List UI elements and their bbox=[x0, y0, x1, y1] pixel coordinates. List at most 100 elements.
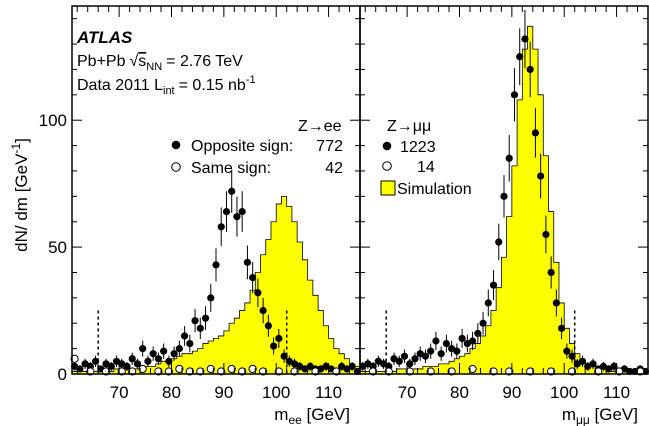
legend-marker-same-sign bbox=[382, 161, 392, 171]
same-sign-point bbox=[138, 364, 147, 374]
x-tick-label: 110 bbox=[315, 383, 342, 402]
y-tick-label: 100 bbox=[39, 111, 67, 130]
x-tick-labels: 70 80 90 100 110 bbox=[110, 383, 342, 402]
opposite-sign-point bbox=[537, 172, 545, 180]
simulation-histogram-path bbox=[71, 195, 361, 375]
opposite-sign-point bbox=[547, 268, 555, 277]
opposite-sign-point bbox=[144, 357, 152, 365]
opposite-sign-point bbox=[207, 294, 215, 302]
opposite-sign-point bbox=[154, 355, 162, 363]
x-tick-label: 80 bbox=[162, 383, 181, 402]
opposite-sign-points bbox=[71, 169, 361, 376]
opposite-sign-point bbox=[243, 258, 252, 266]
opposite-sign-point bbox=[395, 357, 403, 365]
channel-label-zee: Z→ee bbox=[298, 118, 342, 135]
x-axis-title-main: m bbox=[562, 405, 576, 424]
opposite-sign-point bbox=[489, 281, 498, 289]
panel-zee: 70 80 90 100 110 0 50 100 ATLAS Pb+Pb √sNN = 2.7… bbox=[39, 5, 361, 426]
lumi-pre: Data 2011 L bbox=[77, 77, 163, 94]
opposite-sign-point bbox=[228, 187, 236, 195]
x-axis-title-main: m bbox=[274, 405, 288, 424]
opposite-sign-point bbox=[222, 207, 231, 216]
x-tick-label: 70 bbox=[398, 383, 417, 402]
same-sign-point bbox=[227, 364, 236, 374]
opposite-sign-point bbox=[180, 332, 189, 340]
x-tick-label: 70 bbox=[110, 383, 129, 402]
opposite-sign-point bbox=[165, 357, 173, 365]
legend-label-simulation: Simulation bbox=[397, 181, 472, 198]
plot-frame bbox=[359, 5, 649, 375]
opposite-sign-point bbox=[563, 347, 571, 355]
x-axis-title-post: [GeV] bbox=[590, 405, 638, 424]
mass-window-cut-lines bbox=[97, 310, 288, 373]
opposite-sign-point bbox=[458, 334, 466, 343]
axis-ticks bbox=[72, 6, 361, 375]
same-sign-point bbox=[248, 364, 257, 374]
opposite-sign-point bbox=[400, 352, 409, 360]
legend-label-opposite-sign: Opposite sign: bbox=[191, 138, 293, 155]
opposite-sign-point bbox=[270, 342, 278, 350]
opposite-sign-point bbox=[521, 35, 529, 43]
opposite-sign-point bbox=[453, 347, 461, 355]
same-sign-point bbox=[206, 364, 215, 374]
opposite-sign-point bbox=[249, 273, 257, 282]
legend-marker-opposite-sign bbox=[171, 140, 181, 150]
y-tick-labels: 0 50 100 bbox=[39, 111, 67, 384]
opposite-sign-point bbox=[542, 230, 550, 239]
opposite-sign-point bbox=[589, 360, 597, 368]
same-sign-points bbox=[70, 354, 341, 376]
opposite-sign-point bbox=[510, 91, 519, 99]
sqrt-sign: √ bbox=[129, 53, 138, 70]
legend-marker-simulation bbox=[380, 180, 396, 196]
collision-pre: Pb+Pb bbox=[77, 53, 126, 70]
opposite-sign-point bbox=[170, 350, 178, 358]
opposite-sign-point bbox=[186, 339, 194, 348]
same-sign-point bbox=[70, 354, 79, 363]
opposite-sign-point bbox=[133, 360, 142, 368]
opposite-sign-point bbox=[123, 362, 131, 370]
opposite-sign-point bbox=[531, 129, 540, 137]
opposite-sign-point bbox=[259, 306, 267, 315]
opposite-sign-point bbox=[578, 357, 587, 365]
opposite-sign-point bbox=[348, 362, 356, 370]
opposite-sign-point bbox=[254, 289, 262, 297]
channel-label-zmumu: Z→μμ bbox=[387, 118, 431, 135]
opposite-sign-point bbox=[217, 223, 225, 231]
x-tick-label: 110 bbox=[603, 383, 630, 402]
opposite-sign-point bbox=[128, 355, 136, 363]
legend-label-same-sign: Same sign: bbox=[191, 160, 271, 177]
opposite-sign-point bbox=[505, 154, 513, 162]
x-tick-label: 100 bbox=[550, 383, 578, 402]
opposite-sign-point bbox=[421, 352, 430, 360]
opposite-sign-point bbox=[275, 334, 283, 343]
opposite-sign-point bbox=[484, 299, 492, 307]
lumi-sup: -1 bbox=[246, 74, 256, 86]
y-axis-title: dN/ dm [GeV-1] bbox=[9, 138, 31, 252]
x-axis-title-sub: ee bbox=[288, 413, 302, 426]
opposite-sign-point bbox=[500, 192, 508, 200]
opposite-sign-point bbox=[474, 329, 482, 337]
opposite-sign-point bbox=[468, 337, 477, 345]
x-tick-label: 90 bbox=[502, 383, 521, 402]
opposite-sign-point bbox=[91, 357, 100, 365]
opposite-sign-point bbox=[201, 314, 210, 322]
lumi-post: = 0.15 nb bbox=[179, 77, 246, 94]
panel-zmumu: 70 80 90 100 110 Z→μμ 1223 14 Simulation mμμ… bbox=[359, 5, 649, 426]
y-tick-label: 0 bbox=[58, 365, 67, 384]
opposite-sign-point bbox=[479, 319, 487, 327]
opposite-sign-point bbox=[212, 261, 220, 269]
luminosity-label: Data 2011 Lint = 0.15 nb-1 bbox=[77, 74, 256, 97]
x-tick-labels: 70 80 90 100 110 bbox=[398, 383, 630, 402]
collision-label: Pb+Pb √sNN = 2.76 TeV bbox=[77, 53, 243, 73]
opposite-sign-point bbox=[280, 352, 288, 360]
simulation-histogram bbox=[71, 195, 361, 375]
y-axis-title-main: dN/ dm [GeV bbox=[12, 153, 31, 252]
opposite-sign-point bbox=[175, 345, 183, 353]
opposite-sign-point bbox=[149, 350, 157, 358]
collision-nn: NN bbox=[146, 61, 162, 73]
legend-count-same-sign: 14 bbox=[417, 159, 435, 176]
opposite-sign-points bbox=[359, 9, 649, 376]
opposite-sign-point bbox=[526, 65, 534, 74]
lumi-sub: int bbox=[163, 85, 175, 97]
